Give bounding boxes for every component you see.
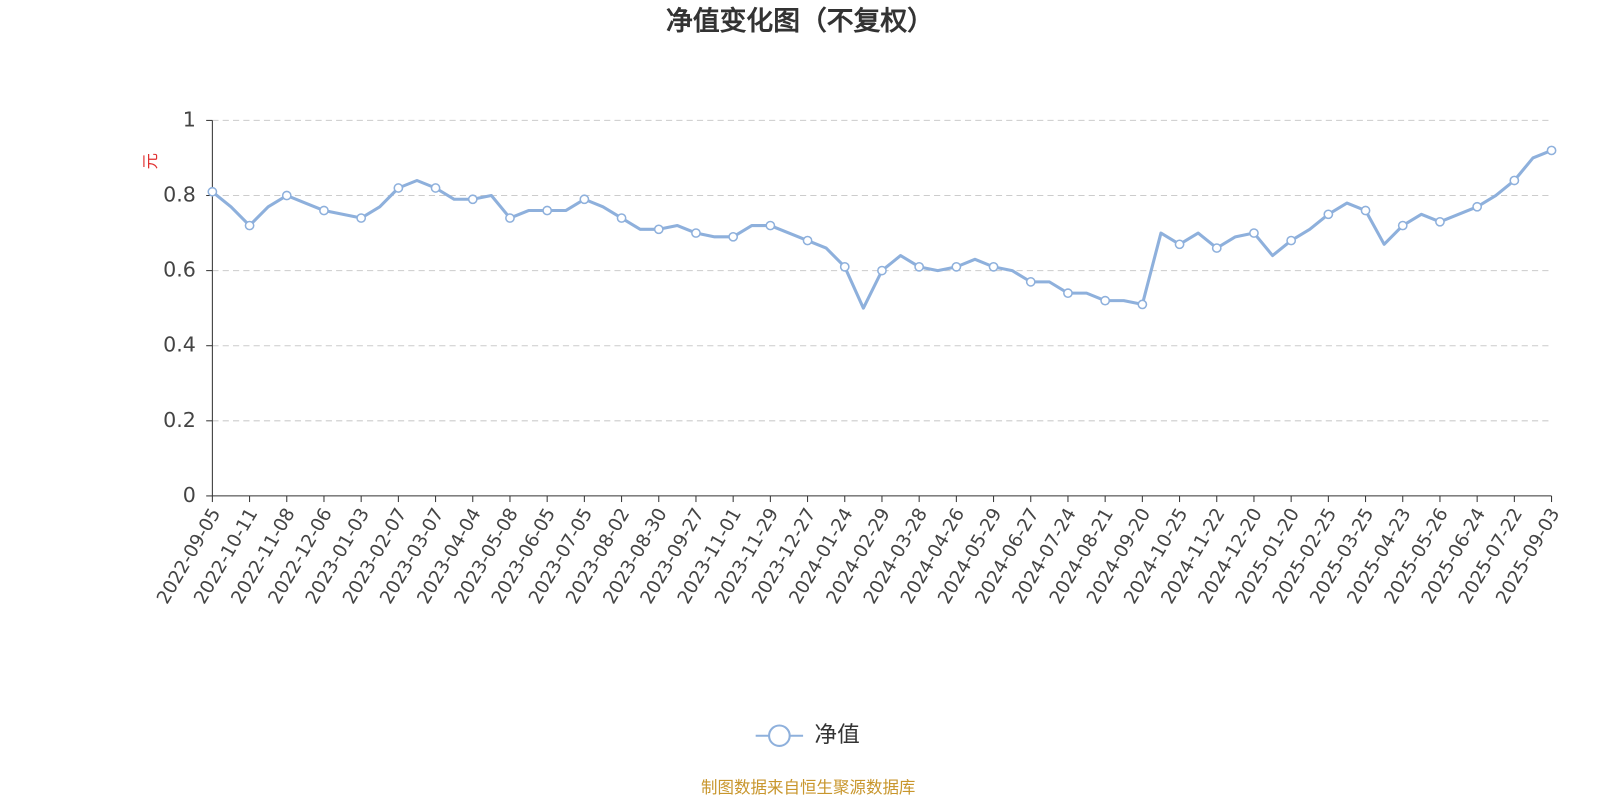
point-marker [1509, 175, 1520, 186]
point-marker [728, 231, 739, 242]
y-tick-label: 0.6 [163, 258, 196, 282]
point-marker [467, 194, 478, 205]
chart-title: 净值变化图（不复权） [666, 6, 934, 37]
point-marker [430, 183, 441, 193]
point-marker [1435, 216, 1445, 227]
point-marker [1100, 295, 1111, 306]
point-marker [393, 183, 404, 193]
point-marker [1174, 239, 1185, 250]
point-marker [1249, 228, 1259, 238]
point-marker [1211, 243, 1222, 253]
point-marker [319, 205, 329, 216]
point-marker [653, 224, 664, 235]
point-marker [765, 220, 776, 231]
y-axis-label: 元 [141, 153, 160, 169]
point-marker [1137, 299, 1148, 310]
point-marker [1323, 209, 1334, 220]
point-marker [244, 220, 255, 231]
point-marker [579, 194, 590, 205]
point-marker [616, 213, 627, 223]
point-marker [542, 205, 553, 216]
y-tick-label: 0.2 [163, 408, 196, 432]
point-marker [802, 235, 813, 246]
point-marker [988, 262, 999, 272]
point-marker [1286, 235, 1297, 246]
point-marker [1397, 220, 1408, 231]
point-marker [1472, 201, 1483, 212]
y-tick-label: 0.8 [163, 183, 196, 207]
point-marker [877, 265, 887, 276]
legend-marker [768, 724, 791, 747]
legend-label: 净值 [814, 722, 859, 748]
point-marker [1063, 288, 1073, 298]
source-note: 制图数据来自恒生聚源数据库 [701, 778, 915, 797]
y-tick-label: 0.4 [163, 333, 196, 357]
series-line [211, 149, 1553, 310]
point-marker [505, 213, 515, 223]
point-marker [1546, 145, 1557, 156]
point-marker [914, 262, 925, 272]
y-tick-label: 1 [183, 107, 196, 131]
point-marker [951, 262, 962, 272]
point-marker [281, 190, 292, 201]
point-marker [691, 228, 701, 238]
point-marker [1360, 205, 1371, 216]
point-marker [1025, 277, 1036, 287]
point-marker [839, 262, 850, 272]
point-marker [356, 213, 367, 223]
point-marker [207, 186, 218, 197]
y-tick-label: 0 [183, 483, 196, 507]
